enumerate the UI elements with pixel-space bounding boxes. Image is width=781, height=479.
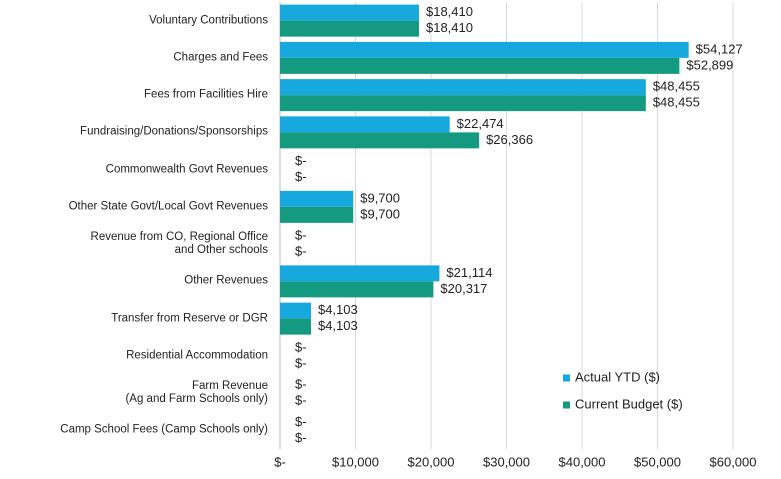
legend-swatch [563, 374, 570, 382]
legend-swatch [563, 401, 570, 409]
category-label: Fundraising/Donations/Sponsorships [80, 125, 268, 138]
bar [280, 4, 419, 21]
bar [280, 190, 354, 207]
value-label: $- [295, 244, 307, 259]
bar [280, 57, 680, 74]
category-label: Other Revenues [184, 274, 268, 287]
x-tick-label: $10,000 [332, 454, 379, 469]
x-tick-label: $30,000 [483, 454, 530, 469]
value-label: $- [295, 430, 307, 445]
bar [280, 41, 689, 58]
x-tick-label: $40,000 [559, 454, 606, 469]
value-label: $26,366 [486, 132, 533, 147]
category-label: Residential Accommodation [126, 349, 268, 362]
value-label: $52,899 [686, 57, 733, 72]
value-label: $- [295, 153, 307, 168]
category-label: Fees from Facilities Hire [144, 88, 268, 101]
bar [280, 20, 419, 37]
x-tick-label: $50,000 [634, 454, 681, 469]
value-label: $9,700 [360, 190, 400, 205]
category-label: Other State Govt/Local Govt Revenues [68, 200, 268, 213]
value-label: $- [295, 339, 307, 354]
legend-label: Actual YTD ($) [575, 369, 660, 384]
value-label: $4,103 [318, 318, 358, 333]
category-label: Farm Revenue (Ag and Farm Schools only) [125, 379, 268, 406]
value-label: $48,455 [653, 79, 700, 94]
bar [280, 79, 646, 96]
value-label: $- [295, 355, 307, 370]
x-tick-label: $60,000 [710, 454, 757, 469]
category-label: Camp School Fees (Camp Schools only) [60, 423, 268, 436]
bar [280, 132, 480, 149]
value-label: $4,103 [318, 302, 358, 317]
value-label: $48,455 [653, 95, 700, 110]
bar [280, 116, 450, 133]
value-label: $20,317 [440, 281, 487, 296]
legend-label: Current Budget ($) [575, 396, 683, 411]
x-tick-label: $- [274, 454, 286, 469]
category-label: Revenue from CO, Regional Office and Oth… [90, 230, 268, 257]
value-label: $- [295, 228, 307, 243]
value-label: $21,114 [446, 265, 492, 280]
value-label: $22,474 [457, 116, 504, 131]
x-tick-label: $20,000 [408, 454, 455, 469]
bar [280, 302, 311, 319]
bar [280, 206, 354, 223]
value-label: $54,127 [696, 41, 743, 56]
value-label: $18,410 [426, 4, 473, 19]
value-label: $- [295, 377, 307, 392]
value-label: $9,700 [360, 206, 400, 221]
category-label: Charges and Fees [173, 51, 268, 64]
category-label: Commonwealth Govt Revenues [105, 163, 268, 176]
value-label: $- [295, 169, 307, 184]
value-label: $18,410 [426, 20, 473, 35]
value-label: $- [295, 393, 307, 408]
bar [280, 281, 434, 298]
value-label: $- [295, 414, 307, 429]
bar [280, 265, 440, 282]
bar [280, 318, 311, 335]
category-label: Voluntary Contributions [149, 14, 268, 27]
bar [280, 95, 646, 112]
category-label: Transfer from Reserve or DGR [111, 312, 268, 325]
